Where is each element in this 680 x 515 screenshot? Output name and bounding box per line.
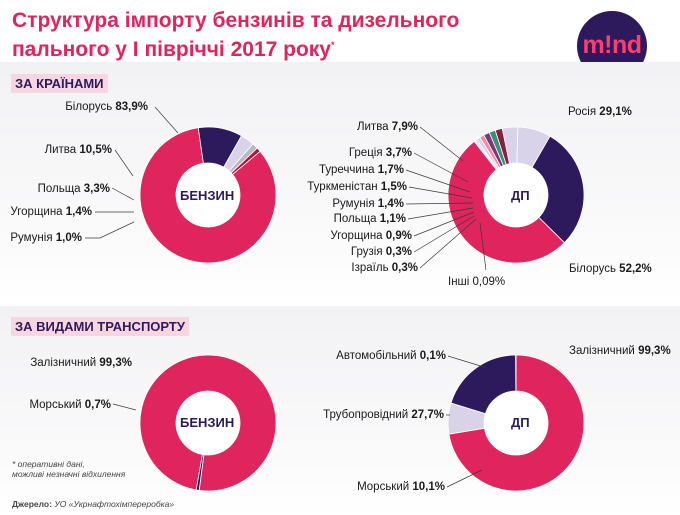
section-label-transport: ЗА ВИДАМИ ТРАНСПОРТУ bbox=[11, 317, 189, 336]
label-c1-belarus: Білорусь 83,9% bbox=[65, 101, 148, 113]
center-label-c3: БЕНЗИН bbox=[178, 415, 237, 430]
page-title: Структура імпорту бензинів та дизельного… bbox=[12, 9, 460, 61]
label-c2-israel: Ізраїль 0,3% bbox=[351, 262, 418, 274]
label-c2-poland: Польща 1,1% bbox=[333, 213, 406, 225]
label-c2-turkmenistan: Туркменістан 1,5% bbox=[307, 181, 407, 193]
donut-diesel-transport bbox=[447, 354, 585, 492]
label-c3-rail: Залізничний 99,3% bbox=[30, 357, 132, 369]
center-label-c1: БЕНЗИН bbox=[178, 188, 237, 203]
label-c4-rail: Залізничний 99,3% bbox=[569, 345, 671, 357]
footnote-source: Джерело: УО «Укрнафтохімпереробка» bbox=[12, 499, 175, 509]
label-c4-auto: Автомобільний 0,1% bbox=[336, 350, 446, 362]
label-c2-turkey: Туреччина 1,7% bbox=[319, 164, 404, 176]
center-label-c2: ДП bbox=[509, 188, 532, 203]
leader-lines bbox=[85, 106, 488, 488]
section-label-countries: ЗА КРАЇНАМИ bbox=[11, 74, 108, 93]
label-c1-hungary: Угорщина 1,4% bbox=[10, 206, 92, 218]
label-c4-sea: Морський 10,1% bbox=[357, 481, 445, 493]
label-c3-sea: Морський 0,7% bbox=[29, 399, 111, 411]
label-c1-poland: Польща 3,3% bbox=[37, 183, 110, 195]
footnote-line-1: * оперативні дані, bbox=[12, 459, 85, 469]
label-c1-lithuania: Литва 10,5% bbox=[44, 144, 112, 156]
label-c2-others: Інші 0,09% bbox=[448, 276, 506, 288]
label-c1-romania: Румунія 1,0% bbox=[10, 232, 82, 244]
label-c2-greece: Греція 3,7% bbox=[348, 147, 412, 159]
label-c2-lithuania: Литва 7,9% bbox=[356, 121, 418, 133]
label-c2-russia: Росія 29,1% bbox=[568, 106, 632, 118]
label-c4-pipeline: Трубопровідний 27,7% bbox=[323, 409, 444, 421]
title-footnote-mark: * bbox=[330, 40, 335, 50]
label-c2-romania: Румунія 1,4% bbox=[332, 198, 404, 210]
label-c2-georgia: Грузія 0,3% bbox=[350, 246, 412, 258]
label-c2-hungary: Угорщина 0,9% bbox=[330, 230, 412, 242]
footnote-line-2: можливі незначні відхилення bbox=[12, 469, 126, 479]
donut-gasoline-transport bbox=[139, 354, 277, 492]
center-label-c4: ДП bbox=[509, 415, 532, 430]
label-c2-belarus: Білорусь 52,2% bbox=[569, 263, 652, 275]
